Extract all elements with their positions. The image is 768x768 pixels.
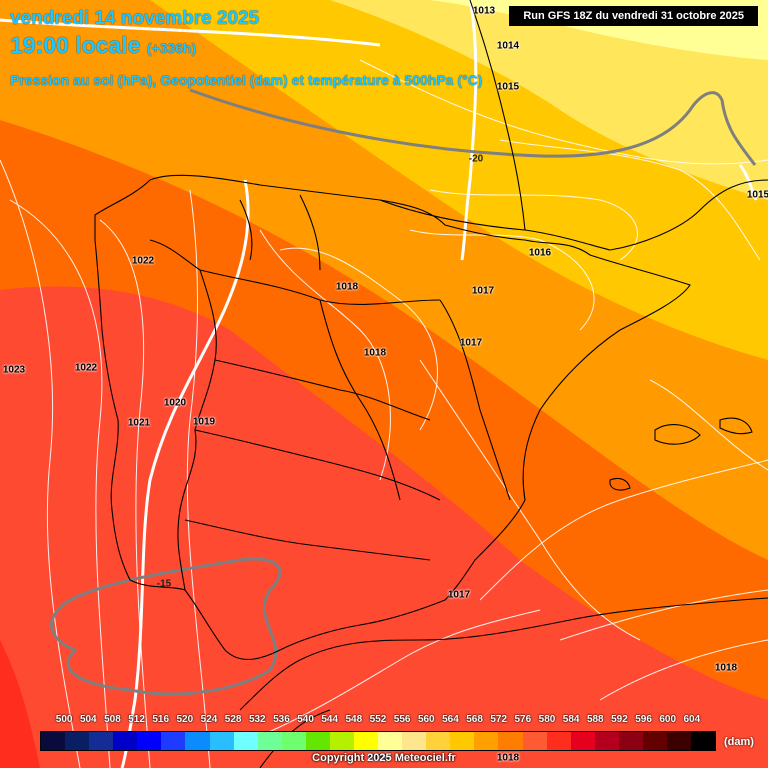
forecast-local-time: 19:00 locale: [10, 32, 141, 58]
scale-swatch: [185, 732, 210, 750]
isotherm-minus-15: [50, 557, 282, 696]
scale-swatch: [233, 732, 258, 750]
scale-label: 500: [55, 714, 73, 725]
scale-swatch: [570, 732, 595, 750]
scale-label: 584: [562, 714, 580, 725]
scale-unit: (dam): [724, 736, 754, 748]
pressure-label: 1022: [131, 255, 155, 267]
pressure-label: 1017: [447, 589, 471, 601]
copyright: Copyright 2025 Meteociel.fr: [312, 752, 456, 764]
pressure-label: 1020: [163, 397, 187, 409]
scale-swatch: [378, 732, 403, 750]
scale-swatch: [137, 732, 162, 750]
scale-swatch: [594, 732, 619, 750]
scale-label: 600: [659, 714, 677, 725]
scale-label: 540: [297, 714, 314, 725]
scale-swatch: [161, 732, 186, 750]
scale-label: 568: [466, 714, 483, 725]
scale-label: 524: [200, 714, 218, 725]
color-scale-bar: [40, 731, 716, 751]
scale-swatch: [618, 732, 643, 750]
scale-label: 604: [683, 714, 701, 725]
temperature-label: -15: [156, 578, 172, 590]
scale-label: 504: [79, 714, 97, 725]
scale-swatch: [113, 732, 138, 750]
scale-label: 516: [152, 714, 170, 725]
pressure-label: 1023: [2, 364, 26, 376]
scale-label: 536: [273, 714, 290, 725]
scale-label: 556: [393, 714, 411, 725]
pressure-label: 1018: [363, 347, 387, 359]
pressure-label: 1013: [366, 752, 390, 764]
scale-label: 520: [176, 714, 194, 725]
isobar-lines: [0, 59, 768, 768]
scale-swatch: [281, 732, 306, 750]
forecast-date: vendredi 14 novembre 2025: [10, 8, 260, 29]
scale-label: 592: [611, 714, 628, 725]
scale-label: 552: [369, 714, 387, 725]
scale-swatch: [305, 732, 330, 750]
scale-swatch: [41, 732, 66, 750]
scale-swatch: [89, 732, 114, 750]
scale-swatch: [209, 732, 234, 750]
scale-swatch: [65, 732, 90, 750]
scale-swatch: [257, 732, 282, 750]
pressure-label: 1015: [496, 81, 520, 93]
geopotential-contour: [120, 179, 250, 768]
scale-label: 548: [345, 714, 363, 725]
geopotential-contour-north: [460, 0, 478, 261]
scale-label: 572: [490, 714, 508, 725]
pressure-label: 1018: [496, 752, 520, 764]
scale-label: 580: [538, 714, 556, 725]
scale-swatch: [546, 732, 571, 750]
scale-label: 596: [635, 714, 652, 725]
scale-label: 512: [128, 714, 145, 725]
scale-swatch: [522, 732, 547, 750]
map-parameters: Pression au sol (hPa), Geopotentiel (dam…: [10, 72, 483, 88]
scale-label: 588: [586, 714, 604, 725]
scale-label: 560: [417, 714, 435, 725]
pressure-label: 1018: [335, 281, 359, 293]
isotherm-minus-20: [189, 88, 757, 166]
forecast-offset: (+336h): [146, 40, 197, 56]
scale-swatch: [450, 732, 475, 750]
scale-label: 528: [224, 714, 242, 725]
scale-labels: 500 504 508 512 516 520 524 528 532 536 540 544 548 5…: [40, 714, 716, 726]
pressure-label: 1013: [472, 5, 496, 17]
scale-swatch: [402, 732, 427, 750]
run-info-badge: Run GFS 18Z du vendredi 31 octobre 2025: [509, 6, 758, 26]
pressure-label: 1022: [74, 362, 98, 374]
scale-label: 544: [321, 714, 339, 725]
forecast-time: 19:00 locale (+336h): [10, 32, 196, 59]
pressure-label: 1014: [496, 40, 520, 52]
pressure-label: 1017: [459, 337, 483, 349]
pressure-label: 1021: [127, 417, 151, 429]
pressure-label: 1015: [746, 189, 768, 201]
geopotential-contour-east: [738, 164, 758, 201]
coastlines: [94, 0, 768, 768]
scale-swatch: [642, 732, 668, 750]
geopotential-contour-top: [0, 18, 381, 47]
band-568: [0, 640, 40, 768]
pressure-label: 1019: [192, 416, 216, 428]
scale-label: 564: [442, 714, 459, 725]
scale-swatch: [354, 732, 379, 750]
scale-label: 576: [514, 714, 532, 725]
pressure-label: 1018: [714, 662, 738, 674]
scale-swatch: [329, 732, 355, 750]
scale-swatch: [667, 732, 692, 750]
pressure-label: 1017: [471, 285, 495, 297]
band-584: [330, 0, 768, 200]
scale-swatch: [426, 732, 451, 750]
scale-swatch: [474, 732, 499, 750]
temperature-label: -20: [468, 153, 484, 165]
scale-swatch: [498, 732, 523, 750]
scale-label: 508: [104, 714, 121, 725]
scale-swatch: [691, 732, 716, 750]
pressure-label: 1016: [528, 247, 552, 259]
scale-label: 532: [248, 714, 266, 725]
